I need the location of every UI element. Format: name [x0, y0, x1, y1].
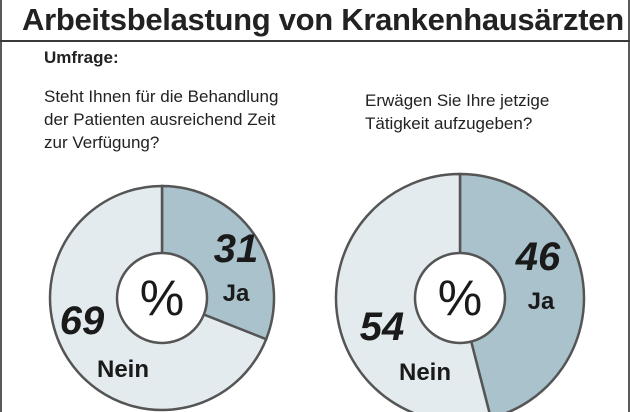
pie-2-slice-ja: [458, 172, 586, 412]
title-divider: [0, 40, 630, 42]
pie-1-label-nein: Nein: [97, 356, 149, 383]
pie-1-value-ja: 31: [214, 227, 259, 271]
pie-2-center: [413, 251, 507, 345]
pie-2-slice-nein: [334, 172, 491, 412]
survey-label: Umfrage:: [44, 48, 119, 67]
pie-1-value-nein: 69: [60, 299, 105, 343]
pie-1-percent-sign: %: [140, 270, 184, 326]
question-2: Erwägen Sie Ihre jetzige Tätigkeit aufzu…: [365, 91, 550, 133]
pie-2-value-ja: 46: [515, 235, 561, 279]
question-1: Steht Ihnen für die Behandlung der Patie…: [44, 87, 279, 152]
pie-2-value-nein: 54: [360, 305, 405, 349]
chart-title: Arbeitsbelastung von Krankenhausärzten: [22, 2, 624, 37]
pie-2-label-ja: Ja: [528, 288, 555, 315]
pie-1-label-ja: Ja: [223, 280, 250, 307]
pie-2-label-nein: Nein: [399, 359, 451, 386]
pie-1-center: [115, 251, 209, 345]
pie-2-percent-sign: %: [438, 270, 482, 326]
